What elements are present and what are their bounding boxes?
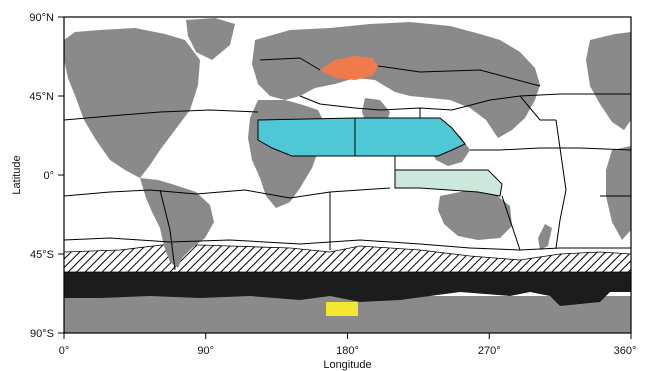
x-tick-label: 360°	[614, 345, 637, 357]
y-axis-title: Latitude	[11, 155, 23, 194]
region-boundaries	[64, 57, 631, 271]
x-tick-label: 90°	[197, 345, 214, 357]
y-tick-label: 45°N	[29, 91, 54, 103]
x-axis-title: Longitude	[323, 359, 371, 371]
x-tick-label: 270°	[478, 345, 501, 357]
new-zealand-land	[538, 224, 552, 250]
x-tick-label: 0°	[59, 345, 70, 357]
y-tick-label: 90°N	[29, 12, 54, 24]
y-tick-label: 45°S	[30, 249, 54, 261]
eurasia-land	[252, 22, 540, 138]
hatched-band	[64, 243, 631, 273]
equatorial-pacific-region	[394, 169, 503, 197]
southern-ocean-band	[64, 272, 631, 306]
japan-land	[494, 72, 508, 102]
greenland-land	[186, 18, 235, 60]
australia-land	[438, 190, 512, 240]
x-ticks	[63, 333, 632, 339]
north-america-land	[64, 28, 200, 178]
x-tick-label: 180°	[336, 345, 359, 357]
ross-sea-region	[326, 302, 358, 316]
north-pacific-region-east	[354, 117, 466, 157]
pacific-east-land	[586, 32, 631, 130]
y-tick-label: 0°	[43, 170, 54, 182]
y-ticks	[58, 16, 64, 334]
okhotsk-region	[320, 56, 378, 80]
y-tick-label: 90°S	[30, 328, 54, 340]
east-south-america-land	[606, 146, 631, 240]
south-america-land	[140, 178, 214, 268]
